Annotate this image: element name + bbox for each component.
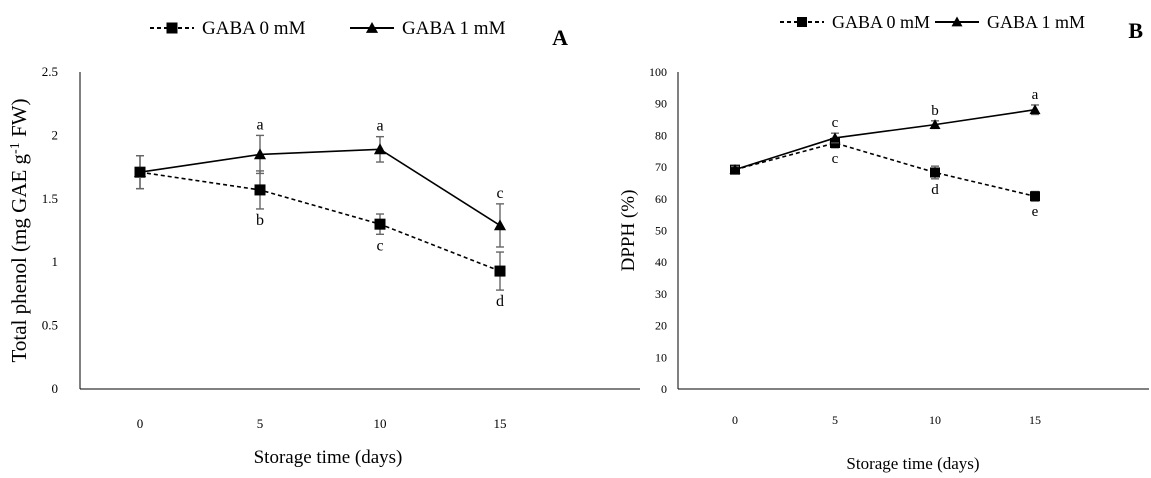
- data-point: [374, 218, 386, 230]
- significance-letter: e: [1032, 204, 1039, 220]
- y-tick-label: 2: [52, 127, 59, 142]
- legend-entry: GABA 1 mM: [350, 18, 506, 39]
- series-line: [734, 142, 1036, 198]
- significance-letter: c: [376, 237, 383, 254]
- data-point: [253, 148, 267, 160]
- data-point: [373, 143, 387, 155]
- y-axis-label: Total phenol (mg GAE g-1 FW): [7, 99, 31, 363]
- data-point: [493, 219, 507, 231]
- significance-letter: d: [931, 182, 939, 198]
- legend-label: GABA 1 mM: [402, 18, 506, 39]
- y-tick-label: 1: [52, 254, 59, 269]
- data-point: [829, 132, 841, 143]
- significance-letter: b: [256, 212, 264, 229]
- legend-marker: [166, 22, 178, 34]
- significance-letter: d: [496, 293, 504, 310]
- y-tick-label: 70: [655, 160, 667, 174]
- data-point: [1030, 191, 1040, 202]
- y-tick-label: 20: [655, 319, 667, 333]
- legend-entry: GABA 1 mM: [935, 12, 1085, 32]
- x-tick-label: 10: [929, 413, 941, 427]
- y-tick-label: 2.5: [42, 64, 58, 79]
- y-tick-label: 0: [52, 381, 59, 396]
- y-tick-label: 80: [655, 128, 667, 142]
- y-tick-label: 30: [655, 287, 667, 301]
- legend-marker: [951, 16, 963, 27]
- series: c d e: [730, 137, 1040, 220]
- legend-label: GABA 1 mM: [987, 12, 1085, 32]
- x-tick-label: 5: [832, 413, 838, 427]
- y-tick-label: 100: [649, 65, 667, 79]
- x-tick-label: 5: [257, 416, 264, 431]
- data-point: [929, 119, 941, 130]
- data-point: [729, 164, 741, 175]
- panel-label: A: [552, 25, 568, 50]
- data-point: [133, 166, 147, 178]
- significance-letter: a: [256, 116, 263, 133]
- data-point: [494, 265, 506, 277]
- panel-a-chart: 0 0.5 1 1.5 2 2.5 0 5 10 15 Storage time (days) Tot…: [7, 18, 640, 468]
- legend-entry: GABA 0 mM: [780, 12, 930, 32]
- series-line: [734, 108, 1036, 171]
- data-point: [1029, 104, 1041, 115]
- data-point: [930, 167, 940, 178]
- series: b c d: [134, 154, 506, 310]
- x-tick-label: 0: [137, 416, 144, 431]
- series: c b a: [729, 87, 1041, 175]
- legend-entry: GABA 0 mM: [150, 18, 306, 39]
- series: a a c: [133, 116, 507, 248]
- data-point: [254, 184, 266, 196]
- x-tick-label: 10: [374, 416, 387, 431]
- y-tick-label: 0: [661, 382, 667, 396]
- panel-label: B: [1128, 18, 1143, 43]
- x-tick-label: 15: [1029, 413, 1041, 427]
- y-tick-label: 90: [655, 97, 667, 111]
- legend-label: GABA 0 mM: [202, 18, 306, 39]
- y-tick-label: 40: [655, 255, 667, 269]
- significance-letter: b: [931, 103, 939, 119]
- y-axis-label: DPPH (%): [618, 190, 639, 272]
- x-tick-label: 0: [732, 413, 738, 427]
- series-line: [139, 148, 501, 227]
- panel-b-chart: 0 10 20 30 40 50 60 70 80 90 100 0 5 10 15 Storage time…: [618, 12, 1149, 473]
- significance-letter: c: [832, 115, 839, 131]
- legend-label: GABA 0 mM: [832, 12, 930, 32]
- legend-marker: [365, 21, 379, 33]
- significance-letter: c: [496, 185, 503, 202]
- x-axis-label: Storage time (days): [846, 454, 979, 473]
- legend-marker: [797, 17, 807, 27]
- series-line: [139, 171, 501, 272]
- significance-letter: a: [376, 118, 383, 135]
- x-axis-label: Storage time (days): [254, 447, 403, 468]
- significance-letter: a: [1032, 87, 1039, 103]
- y-tick-label: 0.5: [42, 318, 58, 333]
- x-tick-label: 15: [494, 416, 507, 431]
- y-tick-label: 60: [655, 192, 667, 206]
- y-tick-label: 10: [655, 350, 667, 364]
- y-tick-label: 1.5: [42, 191, 58, 206]
- significance-letter: c: [832, 151, 839, 167]
- y-tick-label: 50: [655, 224, 667, 238]
